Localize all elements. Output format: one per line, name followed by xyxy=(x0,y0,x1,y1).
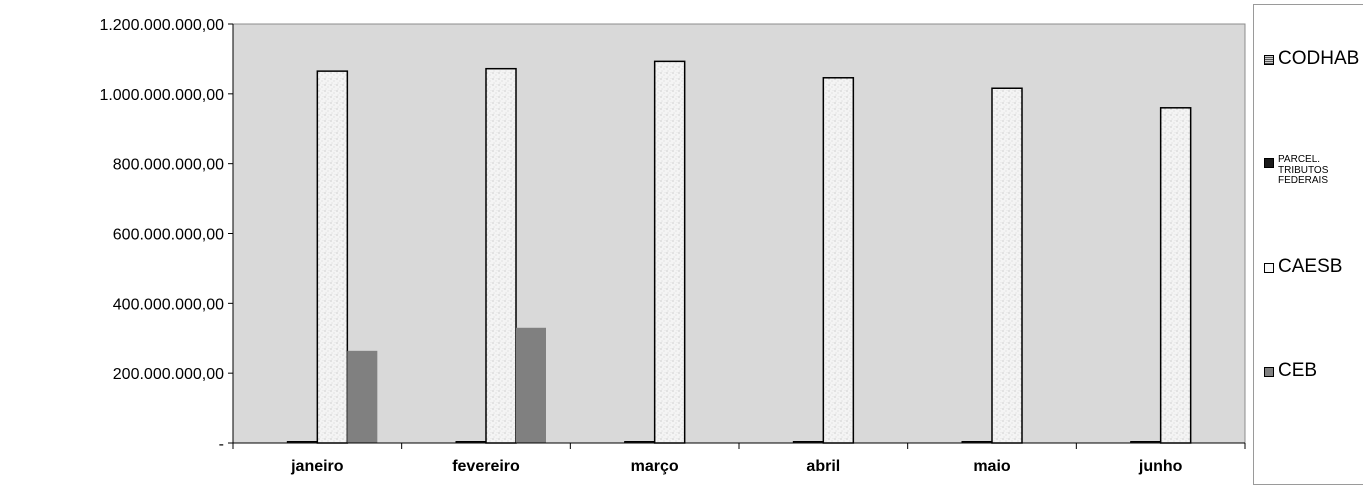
legend-label: PARCEL. TRIBUTOS FEDERAIS xyxy=(1278,154,1329,186)
x-tick-label: maio xyxy=(973,458,1011,475)
legend-label: CEB xyxy=(1278,360,1318,381)
y-tick-label: 400.000.000,00 xyxy=(113,296,224,313)
y-tick-label: 1.200.000.000,00 xyxy=(99,17,224,34)
x-tick-label: fevereiro xyxy=(452,458,520,475)
y-tick-label: 800.000.000,00 xyxy=(113,157,224,174)
bar-ceb-janeiro xyxy=(347,350,378,443)
legend-label: CODHAB xyxy=(1278,48,1360,69)
legend-swatch xyxy=(1264,367,1274,377)
bar-caesb-junho xyxy=(1159,107,1192,444)
bar-caesb-março xyxy=(653,60,686,444)
legend-item: CAESB xyxy=(1264,257,1342,277)
bar-caesb-abril xyxy=(822,77,855,444)
bar-ceb-fevereiro xyxy=(516,327,546,443)
bar-caesb-janeiro xyxy=(316,70,349,444)
legend-item: CODHAB xyxy=(1264,49,1359,69)
plot-area xyxy=(232,23,1246,444)
legend-swatch xyxy=(1264,158,1274,168)
y-tick-label: 600.000.000,00 xyxy=(113,227,224,244)
chart-legend: CODHAB PARCEL. TRIBUTOS FEDERAIS CAESB CEB xyxy=(1253,4,1363,485)
legend-item: CEB xyxy=(1264,361,1317,381)
x-tick-label: junho xyxy=(1138,458,1183,475)
bar-caesb-maio xyxy=(991,87,1023,444)
bar-chart: - 200.000.000,00 400.000.000,00 600.000.000… xyxy=(99,17,1246,475)
legend-swatch xyxy=(1264,263,1274,273)
bar-caesb-fevereiro xyxy=(485,67,517,444)
y-tick-label: - xyxy=(219,436,224,453)
legend-label: CAESB xyxy=(1278,256,1343,277)
legend-item: PARCEL. TRIBUTOS FEDERAIS xyxy=(1264,154,1348,187)
x-tick-label: janeiro xyxy=(290,458,344,475)
y-tick-label: 1.000.000.000,00 xyxy=(99,87,224,104)
legend-swatch xyxy=(1264,55,1274,65)
x-tick-label: março xyxy=(631,458,679,475)
y-tick-label: 200.000.000,00 xyxy=(113,366,224,383)
x-tick-label: abril xyxy=(806,458,840,475)
